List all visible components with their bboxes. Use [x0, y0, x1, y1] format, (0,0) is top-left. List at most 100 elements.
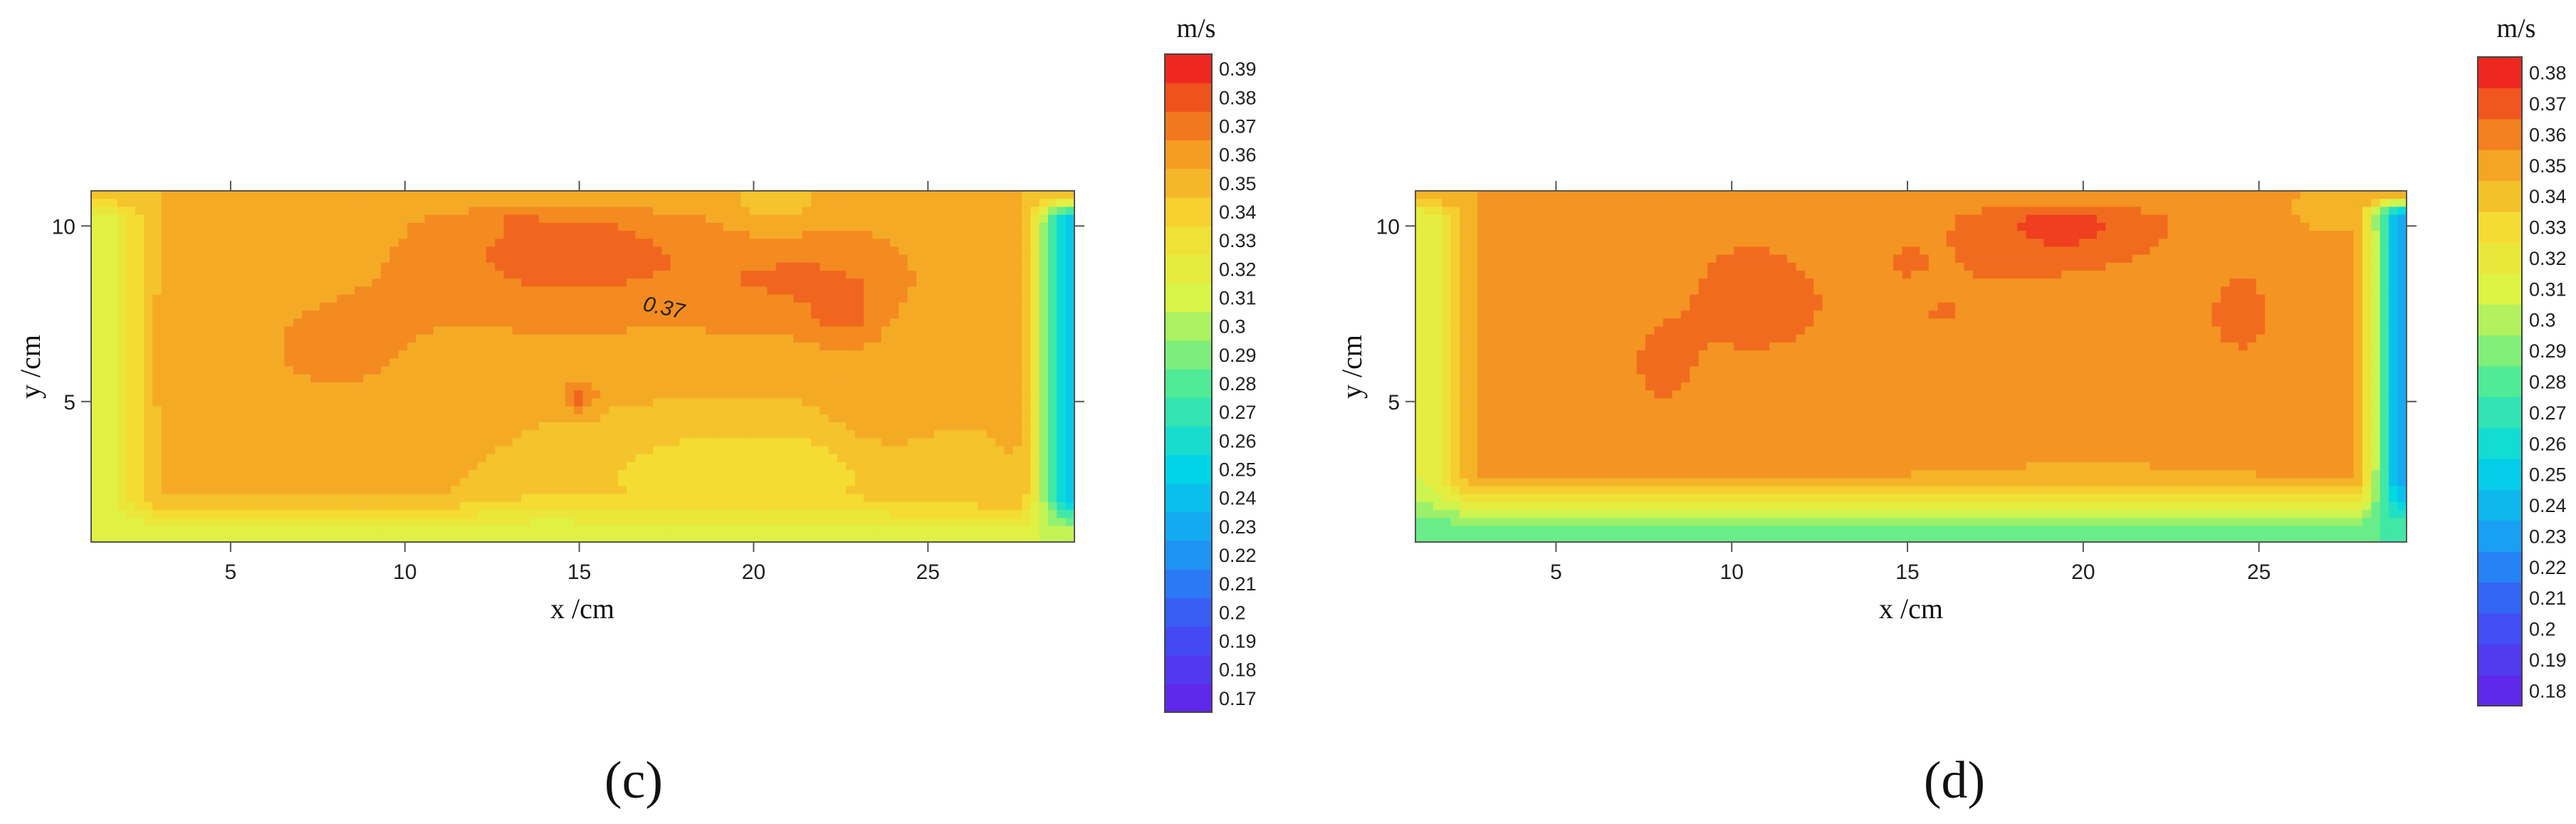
- field-cell: [767, 358, 777, 367]
- field-cell: [740, 318, 750, 328]
- field-cell: [706, 366, 716, 375]
- field-cell: [275, 510, 286, 519]
- field-cell: [881, 438, 891, 447]
- field-cell: [969, 414, 979, 423]
- field-cell: [459, 254, 470, 264]
- field-cell: [706, 262, 716, 271]
- field-cell: [802, 342, 812, 351]
- field-cell: [644, 438, 654, 447]
- field-cell: [100, 526, 110, 535]
- field-cell: [1065, 326, 1074, 335]
- field-cell: [925, 271, 935, 280]
- field-cell: [565, 262, 575, 271]
- field-cell: [1012, 374, 1022, 383]
- field-cell: [864, 461, 874, 471]
- field-cell: [591, 470, 601, 479]
- field-cell: [161, 358, 171, 367]
- field-cell: [986, 526, 996, 535]
- field-cell: [521, 486, 531, 495]
- field-cell: [258, 207, 268, 216]
- field-cell: [811, 342, 821, 351]
- colorbar-tick-label: 0.21: [1219, 573, 1257, 595]
- field-cell: [354, 262, 365, 271]
- field-cell: [767, 286, 777, 296]
- field-cell: [793, 398, 803, 407]
- field-cell: [495, 422, 505, 431]
- field-cell: [732, 390, 742, 400]
- field-cell: [477, 262, 487, 271]
- field-cell: [337, 382, 347, 391]
- field-cell: [775, 390, 785, 400]
- field-cell: [644, 358, 654, 367]
- field-cell: [1030, 366, 1040, 375]
- field-cell: [565, 191, 575, 199]
- field-cell: [258, 398, 268, 407]
- field-cell: [582, 374, 592, 383]
- field-cell: [1048, 470, 1058, 479]
- field-cell: [196, 207, 206, 216]
- field-cell: [372, 454, 382, 463]
- field-cell: [117, 430, 127, 439]
- field-cell: [688, 239, 698, 248]
- field-cell: [890, 422, 900, 431]
- field-cell: [196, 342, 206, 351]
- field-cell: [706, 414, 716, 423]
- field-cell: [161, 318, 171, 328]
- field-cell: [978, 501, 988, 511]
- field-cell: [907, 318, 917, 328]
- field-cell: [135, 342, 145, 351]
- field-cell: [775, 422, 785, 431]
- field-cell: [486, 461, 496, 471]
- field-cell: [574, 239, 584, 248]
- field-cell: [556, 199, 566, 208]
- field-cell: [1004, 191, 1014, 199]
- field-cell: [854, 390, 864, 400]
- field-cell: [293, 231, 303, 240]
- field-cell: [117, 199, 127, 208]
- field-cell: [433, 318, 444, 328]
- field-cell: [661, 478, 671, 487]
- field-cell: [635, 214, 645, 224]
- field-cell: [609, 278, 619, 288]
- field-cell: [179, 239, 189, 248]
- field-cell: [345, 191, 355, 199]
- field-cell: [495, 271, 505, 280]
- field-cell: [363, 382, 373, 391]
- field-cell: [91, 374, 101, 383]
- field-cell: [679, 518, 689, 527]
- field-cell: [143, 358, 154, 367]
- field-cell: [688, 390, 698, 400]
- field-cell: [899, 294, 909, 303]
- field-cell: [969, 422, 979, 431]
- field-cell: [1057, 422, 1067, 431]
- field-cell: [126, 501, 136, 511]
- field-cell: [205, 278, 215, 288]
- field-cell: [890, 501, 900, 511]
- field-cell: [1004, 271, 1014, 280]
- field-cell: [1057, 501, 1067, 511]
- field-cell: [969, 406, 979, 415]
- field-cell: [820, 414, 829, 423]
- field-cell: [995, 518, 1005, 527]
- field-cell: [108, 446, 118, 455]
- field-cell: [600, 438, 610, 447]
- field-cell: [530, 262, 540, 271]
- field-cell: [644, 311, 654, 320]
- field-cell: [995, 390, 1005, 400]
- field-cell: [627, 214, 637, 224]
- field-cell: [293, 262, 303, 271]
- field-cell: [732, 486, 742, 495]
- field-cell: [644, 326, 654, 335]
- field-cell: [723, 478, 733, 487]
- field-cell: [407, 342, 417, 351]
- field-cell: [530, 207, 540, 216]
- field-cell: [767, 406, 777, 415]
- field-cell: [960, 510, 970, 519]
- field-cell: [451, 262, 461, 271]
- field-cell: [548, 262, 557, 271]
- field-cell: [706, 446, 716, 455]
- field-cell: [451, 294, 461, 303]
- field-cell: [1012, 271, 1022, 280]
- field-cell: [503, 470, 513, 479]
- field-cell: [459, 461, 470, 471]
